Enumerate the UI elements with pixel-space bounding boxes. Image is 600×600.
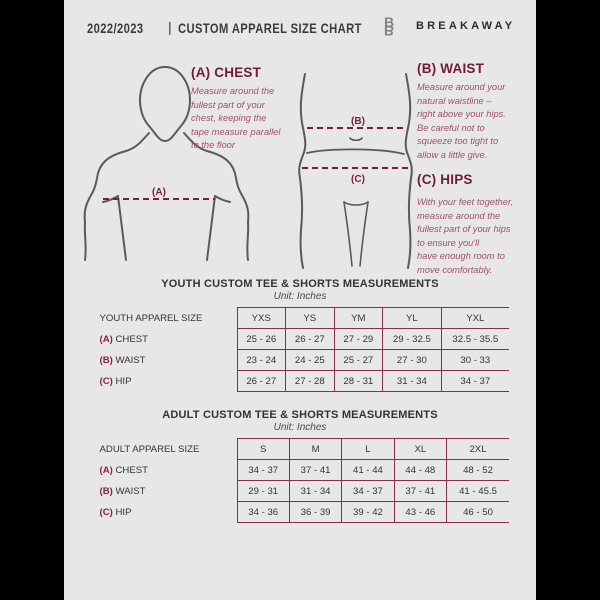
svg-text:(A): (A) — [152, 187, 166, 198]
svg-text:(C): (C) — [351, 174, 365, 185]
svg-text:(B): (B) — [351, 116, 365, 127]
